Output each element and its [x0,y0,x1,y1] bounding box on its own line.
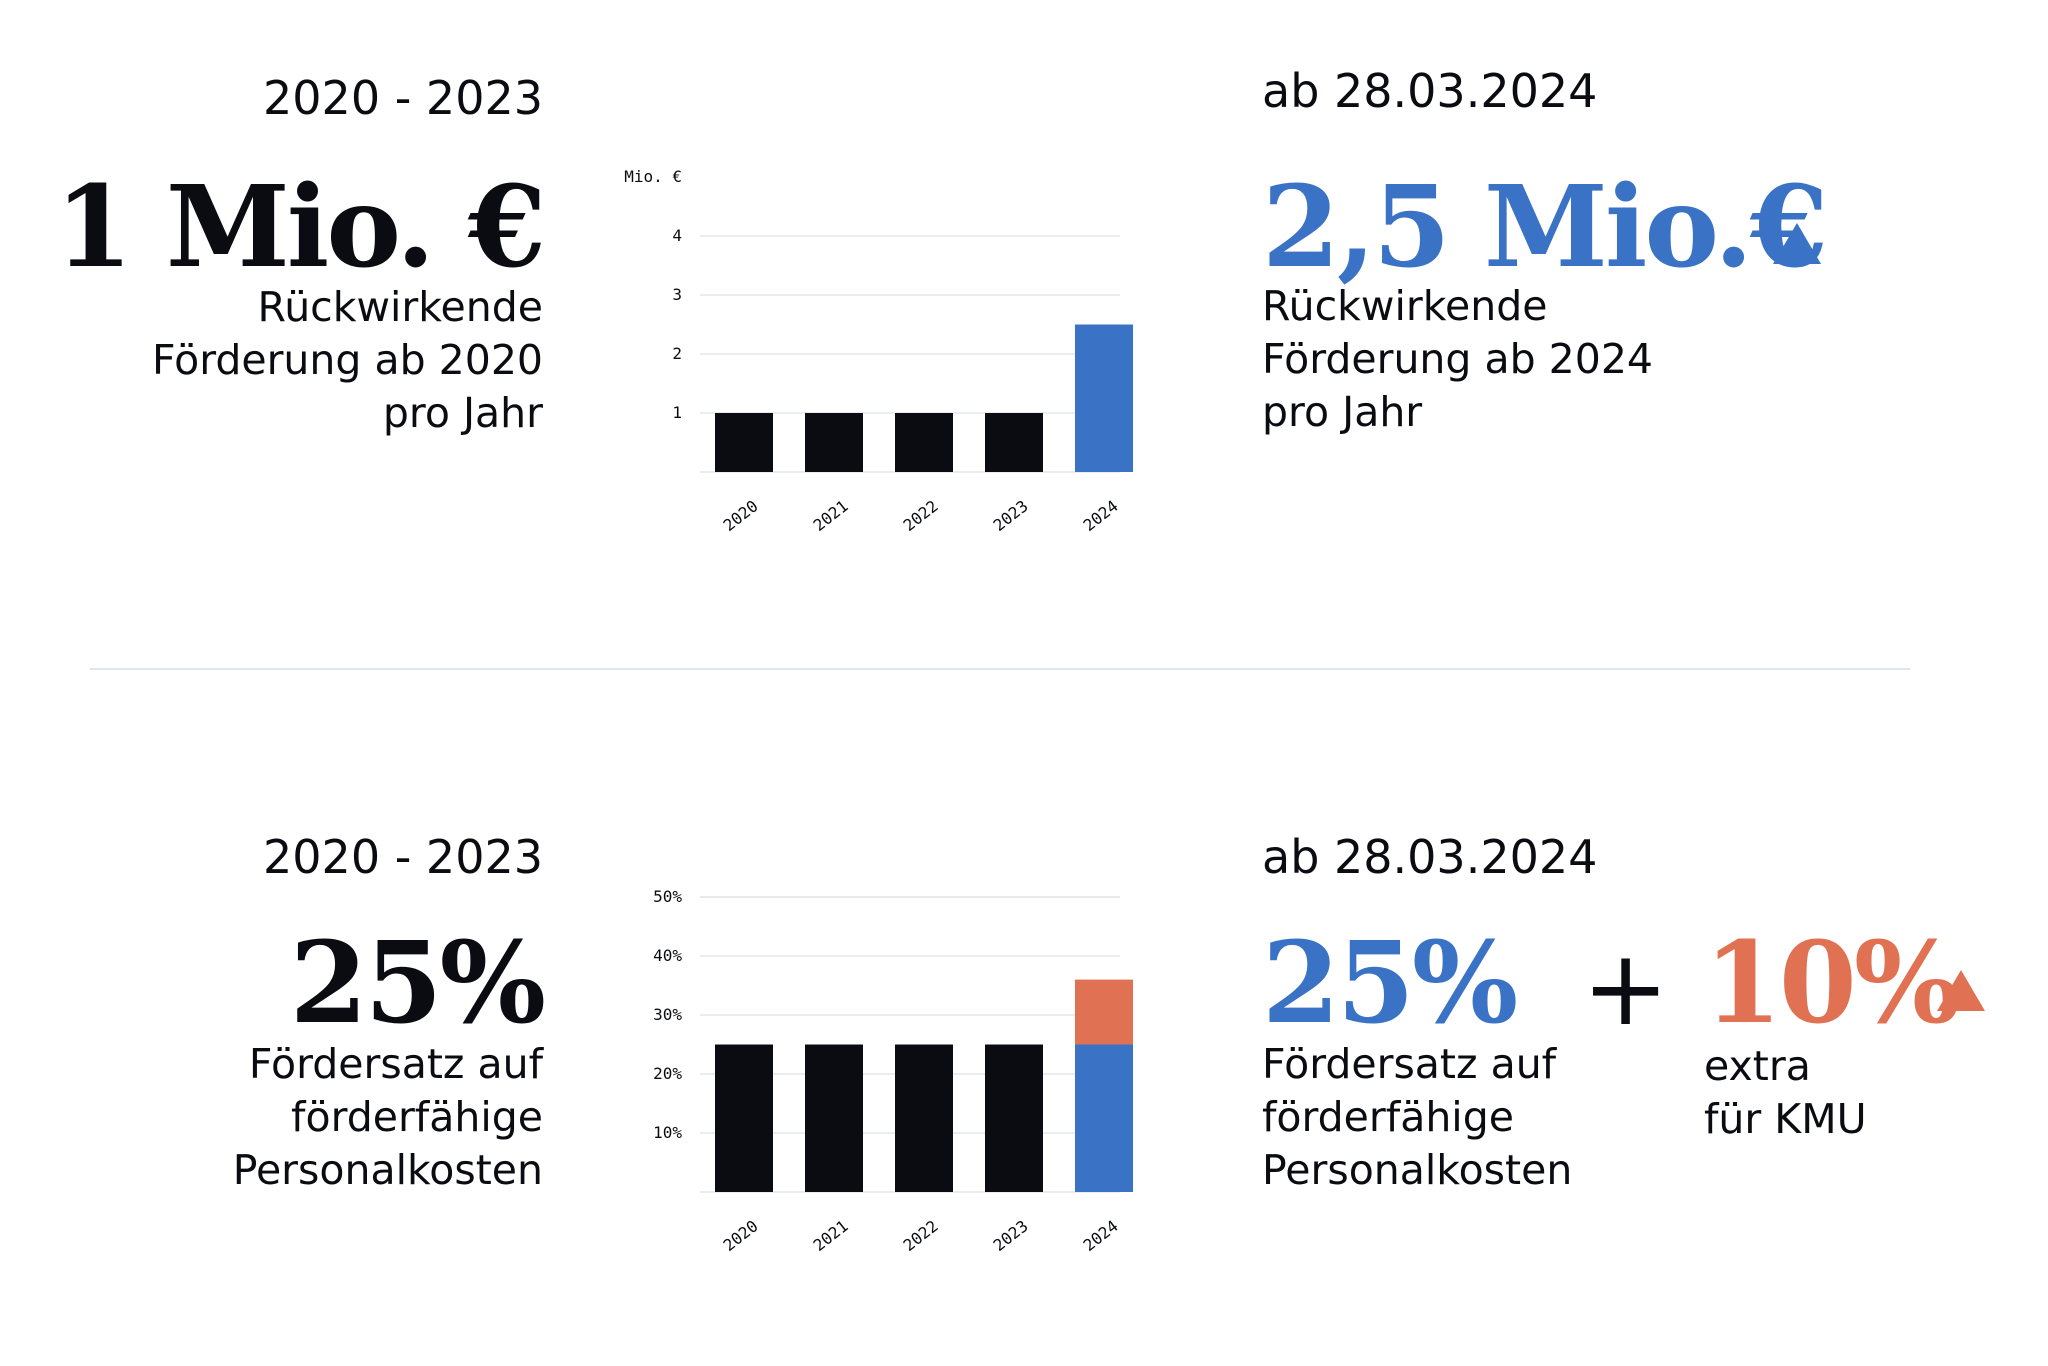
bottom-right-description: Fördersatz auf förderfähige Personalkost… [1262,1038,1572,1197]
bar [715,413,773,472]
top-left-period: 2020 - 2023 [263,71,543,125]
y-tick-label: 3 [672,285,682,304]
top-right-description: Rückwirkende Förderung ab 2024 pro Jahr [1262,280,1653,439]
x-tick-label: 2023 [990,1216,1032,1255]
bottom-left-percentage: 25% [289,918,546,1049]
bottom-left-period: 2020 - 2023 [263,830,543,884]
desc-line: Personalkosten [1262,1146,1573,1194]
extra-percentage: 10% [1704,918,1960,1049]
extra-description: extra für KMU [1704,1040,1867,1146]
bar [805,1044,863,1192]
x-tick-label: 2021 [810,496,852,535]
y-tick-label: 1 [672,403,682,422]
desc-line: Förderung ab 2024 [1262,335,1654,383]
x-tick-label: 2020 [720,1216,762,1255]
desc-line: pro Jahr [382,389,543,437]
bottom-right-period: ab 28.03.2024 [1262,830,1598,884]
y-tick-label: 50% [653,887,682,906]
x-tick-label: 2022 [900,1216,942,1255]
bar [1075,324,1133,472]
bar [985,1044,1043,1192]
y-tick-label: 2 [672,344,682,363]
chart-funding-rate: 10% 20% 30% 40% 50% 2020 2021 2022 2023 2024 [653,887,1133,1255]
plus-sign: + [1582,927,1670,1049]
up-triangle-icon [1773,223,1821,264]
desc-line: für KMU [1704,1095,1867,1143]
bar [985,413,1043,472]
desc-line: Fördersatz auf [1262,1040,1557,1088]
section-divider [90,668,1910,670]
bar [895,413,953,472]
bottom-right-percentage: 25% [1262,918,1518,1049]
desc-line: Förderung ab 2020 [151,336,543,384]
y-tick-label: 10% [653,1123,682,1142]
desc-line: Personalkosten [232,1146,543,1194]
top-right-amount: 2,5 Mio.€ [1262,162,1828,293]
x-tick-label: 2024 [1080,496,1122,535]
desc-line: Fördersatz auf [248,1040,543,1088]
top-left-description: Rückwirkende Förderung ab 2020 pro Jahr [152,281,543,440]
x-tick-label: 2021 [810,1216,852,1255]
top-right-period: ab 28.03.2024 [1262,64,1598,118]
desc-line: extra [1704,1042,1811,1090]
bar [805,413,863,472]
y-tick-label: 20% [653,1064,682,1083]
x-tick-label: 2024 [1080,1216,1122,1255]
bar [895,1044,953,1192]
bar [1075,1044,1133,1192]
chart-funding-amount: 1 2 3 4 Mio. € 2020 2021 2022 2023 2024 [624,167,1133,535]
bar [715,1044,773,1192]
desc-line: Rückwirkende [1262,282,1548,330]
desc-line: förderfähige [1262,1093,1514,1141]
bottom-left-description: Fördersatz auf förderfähige Personalkost… [233,1038,543,1197]
top-left-amount: 1 Mio. € [54,162,546,293]
up-triangle-icon [1937,970,1985,1011]
desc-line: förderfähige [291,1093,543,1141]
y-tick-label: 30% [653,1005,682,1024]
x-tick-label: 2023 [990,496,1032,535]
y-tick-label: 4 [672,226,682,245]
y-axis-label: Mio. € [624,167,682,186]
x-tick-label: 2020 [720,496,762,535]
x-tick-label: 2022 [900,496,942,535]
desc-line: Rückwirkende [257,283,543,331]
y-tick-label: 40% [653,946,682,965]
bar [1075,979,1133,1045]
desc-line: pro Jahr [1262,388,1423,436]
